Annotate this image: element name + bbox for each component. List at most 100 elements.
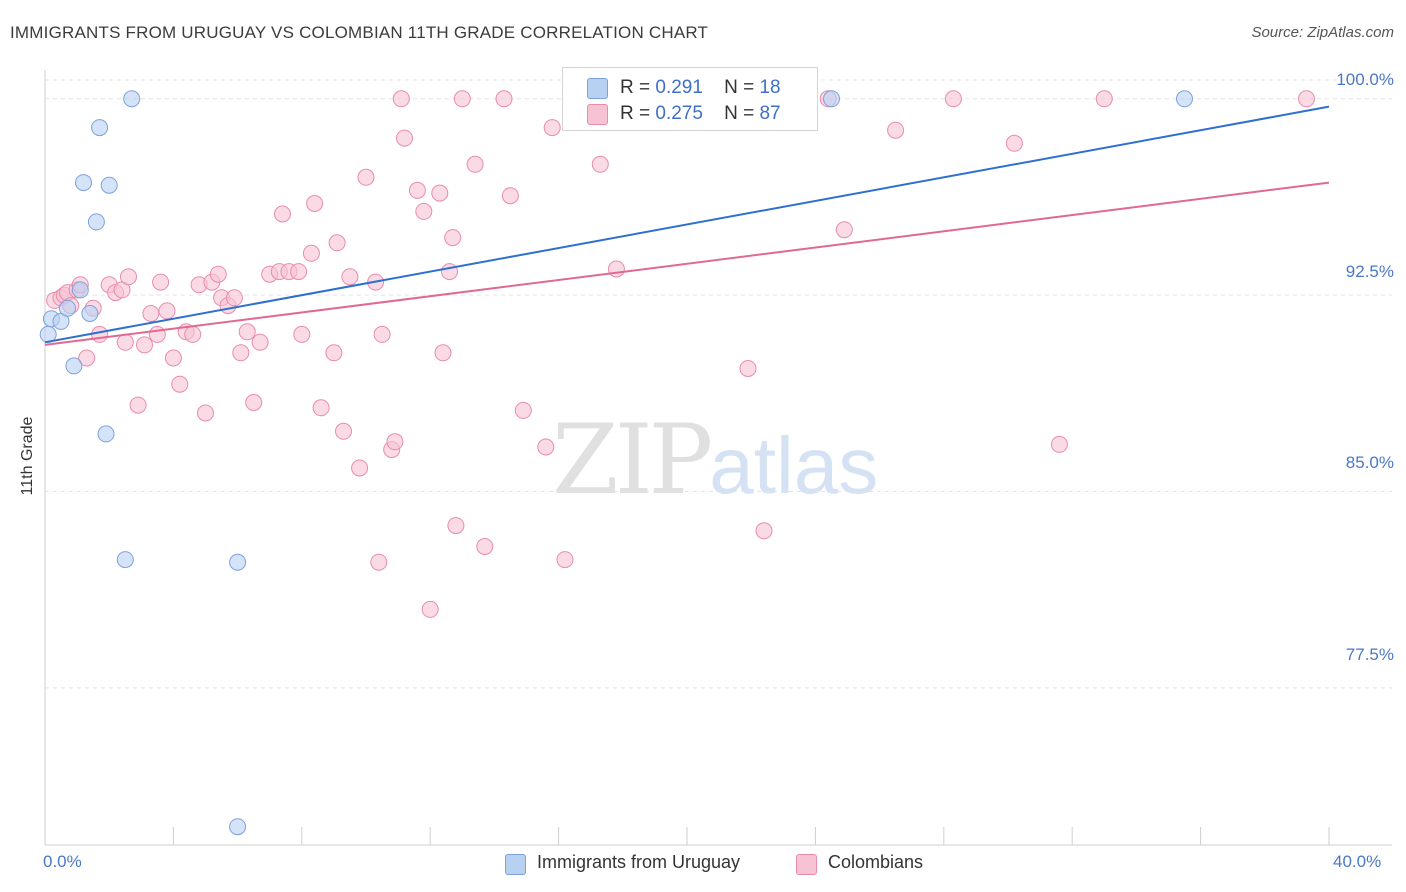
watermark: ZIPatlas xyxy=(552,404,878,516)
colombians-point xyxy=(1095,90,1113,108)
uruguay-point xyxy=(823,90,840,108)
y-tick-label: 77.5% xyxy=(1345,645,1394,664)
colombians-legend-swatch xyxy=(796,854,817,875)
y-tick-label: 100.0% xyxy=(1336,70,1394,89)
colombians-point xyxy=(501,187,519,205)
y-tick-label: 92.5% xyxy=(1345,262,1394,281)
colombians-point xyxy=(453,90,471,108)
uruguay-point xyxy=(81,305,99,322)
uruguay-point xyxy=(116,551,134,569)
colombians-point xyxy=(251,333,269,351)
colombians-point xyxy=(543,119,561,137)
colombians-point xyxy=(184,325,202,343)
colombians-point xyxy=(238,323,256,341)
colombians-point xyxy=(335,422,352,440)
colombians-point xyxy=(197,404,214,422)
colombians-point xyxy=(739,360,757,377)
x-tick-label: 40.0% xyxy=(1333,852,1382,871)
colombians-point xyxy=(1005,134,1023,152)
uruguay-point xyxy=(123,90,141,108)
uruguay-point xyxy=(100,176,118,194)
colombians-point xyxy=(1050,435,1068,453)
legend-label: Immigrants from Uruguay xyxy=(537,852,741,872)
colombians-point xyxy=(142,305,160,322)
stats-legend-text: R = 0.291 N = 18 xyxy=(620,77,781,99)
colombians-point xyxy=(245,394,263,411)
colombians-point xyxy=(164,349,182,367)
n-label: N = xyxy=(724,103,755,124)
colombians-point xyxy=(1298,90,1315,108)
colombians-point xyxy=(373,325,391,343)
colombians-point xyxy=(607,260,625,278)
colombians-point xyxy=(408,181,426,199)
uruguay-legend-swatch xyxy=(505,854,526,875)
colombians-point xyxy=(514,401,532,419)
colombians-point xyxy=(152,273,170,291)
uruguay-point xyxy=(1176,90,1193,108)
trend-lines xyxy=(44,105,1330,346)
colombians-point xyxy=(302,244,320,262)
colombians-point xyxy=(209,265,227,283)
colombians-point xyxy=(591,155,609,173)
data-points xyxy=(39,90,1315,836)
uruguay-point xyxy=(59,299,76,317)
r-label: R = xyxy=(620,77,651,98)
n-value: 87 xyxy=(759,103,781,124)
stats-legend: R = 0.291 N = 18 R = 0.275 N = 87 xyxy=(562,67,818,131)
colombians-point xyxy=(556,551,574,569)
colombians-point xyxy=(370,553,388,571)
colombians-point xyxy=(290,263,308,281)
y-axis-label: 11th Grade xyxy=(19,416,36,496)
colombians-point xyxy=(129,396,147,414)
axes xyxy=(44,70,1392,846)
colombians-point xyxy=(325,344,343,362)
stats-legend-text: R = 0.275 N = 87 xyxy=(620,103,781,125)
colombians-point xyxy=(306,195,324,212)
source-label: Source: ZipAtlas.com xyxy=(1251,24,1394,41)
colombians-point xyxy=(78,349,96,367)
uruguay-trend-line xyxy=(44,105,1330,344)
colombians-point xyxy=(225,289,243,307)
watermark-zip: ZIP xyxy=(552,404,713,516)
uruguay-swatch xyxy=(587,78,608,99)
colombians-point xyxy=(495,90,513,108)
colombians-point xyxy=(887,121,905,139)
colombians-point xyxy=(232,344,250,362)
colombians-point xyxy=(341,268,359,286)
colombians-point xyxy=(444,229,462,247)
n-value: 18 xyxy=(759,77,781,98)
colombians-point xyxy=(434,344,452,362)
colombians-point xyxy=(431,184,449,202)
colombians-point xyxy=(171,375,189,393)
colombians-point xyxy=(293,325,311,343)
colombians-point xyxy=(136,336,153,354)
colombians-point xyxy=(312,399,330,417)
colombians-point xyxy=(421,600,439,618)
x-tick-label: 0.0% xyxy=(43,852,82,871)
colombians-point xyxy=(466,155,484,173)
watermark-atlas: atlas xyxy=(709,421,879,510)
uruguay-point xyxy=(97,425,115,443)
colombians-point xyxy=(158,302,176,320)
colombians-point xyxy=(476,538,494,555)
uruguay-point xyxy=(65,357,83,375)
colombians-point xyxy=(396,129,413,147)
colombians-point xyxy=(415,202,433,220)
colombians-trend-line xyxy=(44,181,1330,346)
gridlines xyxy=(45,79,1392,689)
colombians-point xyxy=(537,438,555,456)
colombians-point xyxy=(351,459,369,477)
colombians-point xyxy=(392,90,410,108)
uruguay-point xyxy=(71,281,89,299)
y-tick-label: 85.0% xyxy=(1345,453,1394,472)
colombians-swatch xyxy=(587,104,608,125)
uruguay-point xyxy=(87,213,105,231)
colombians-point xyxy=(91,325,109,343)
uruguay-point xyxy=(229,818,247,836)
n-label: N = xyxy=(724,77,755,98)
colombians-point xyxy=(357,168,375,186)
r-label: R = xyxy=(620,103,651,124)
uruguay-point xyxy=(229,553,247,571)
